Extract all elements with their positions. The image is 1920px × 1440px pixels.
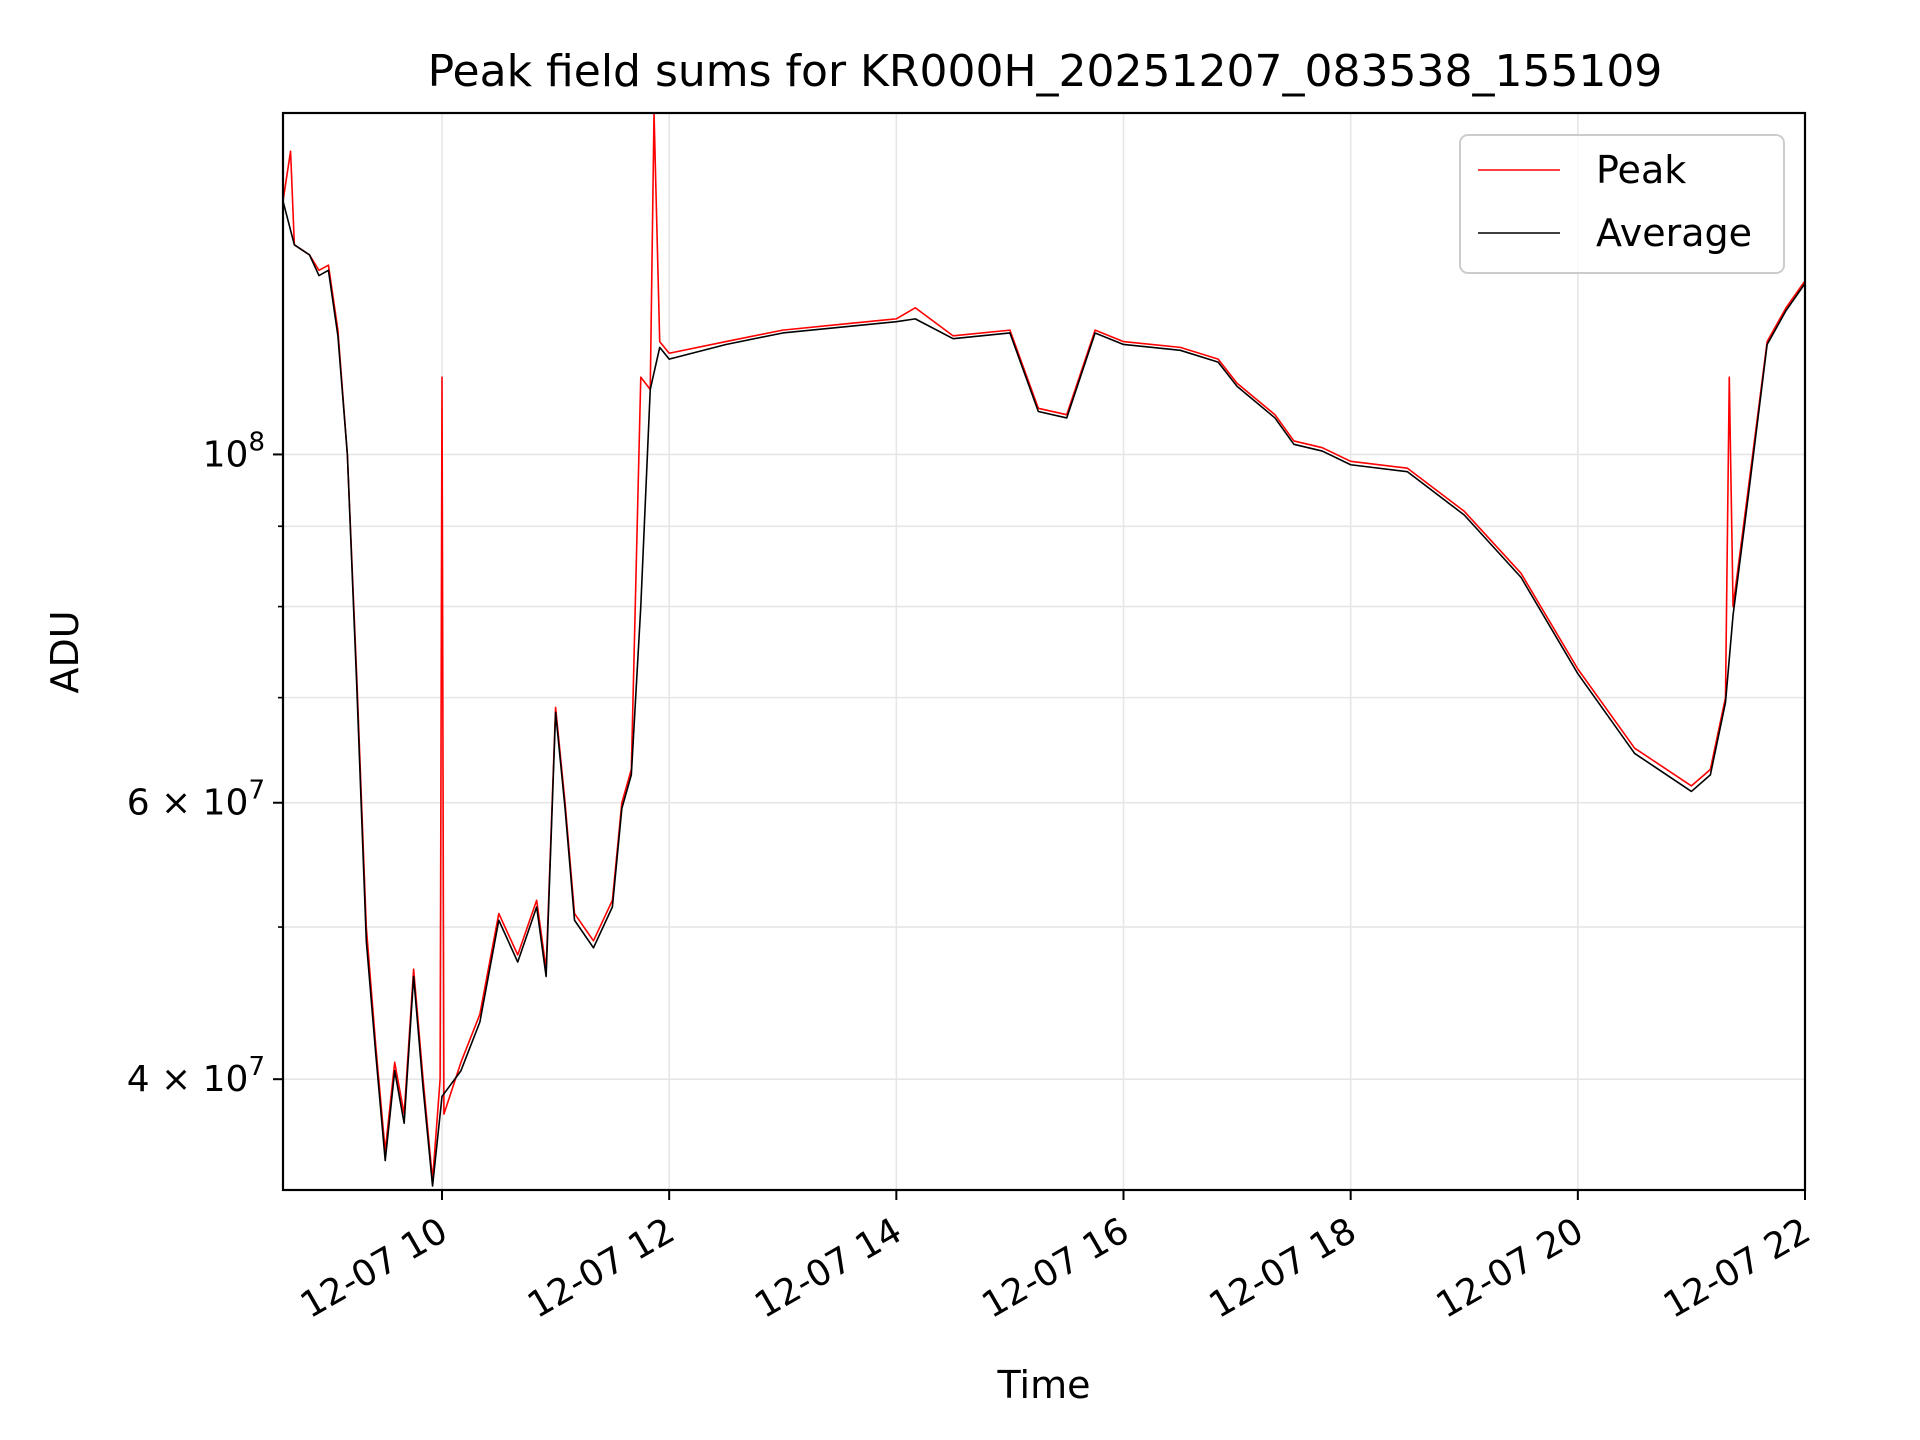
y-axis-label: ADU bbox=[43, 610, 87, 693]
y-tick-label: 4 × 107 bbox=[127, 1052, 265, 1100]
y-tick-label-exponent: 8 bbox=[248, 427, 265, 457]
plot-frame bbox=[281, 111, 1807, 1192]
series-line-average bbox=[283, 200, 1805, 1187]
legend: Peak Average bbox=[1459, 134, 1785, 274]
grid bbox=[283, 113, 1806, 1190]
x-axis-label: Time bbox=[997, 1363, 1091, 1407]
y-tick-label-exponent: 7 bbox=[248, 776, 265, 806]
series-line-peak bbox=[283, 113, 1805, 1181]
y-tick-label: 6 × 107 bbox=[127, 776, 265, 824]
y-tick-label-base: 6 × 10 bbox=[127, 783, 249, 824]
y-tick-label-exponent: 7 bbox=[248, 1052, 265, 1082]
legend-label-peak: Peak bbox=[1596, 148, 1686, 192]
plot-area bbox=[283, 113, 1805, 1187]
legend-label-average: Average bbox=[1596, 211, 1752, 255]
y-tick-label-base: 10 bbox=[203, 434, 249, 475]
chart-title: Peak field sums for KR000H_20251207_0835… bbox=[428, 46, 1663, 97]
y-tick-label-base: 4 × 10 bbox=[127, 1059, 249, 1100]
y-tick-label: 108 bbox=[203, 427, 265, 475]
